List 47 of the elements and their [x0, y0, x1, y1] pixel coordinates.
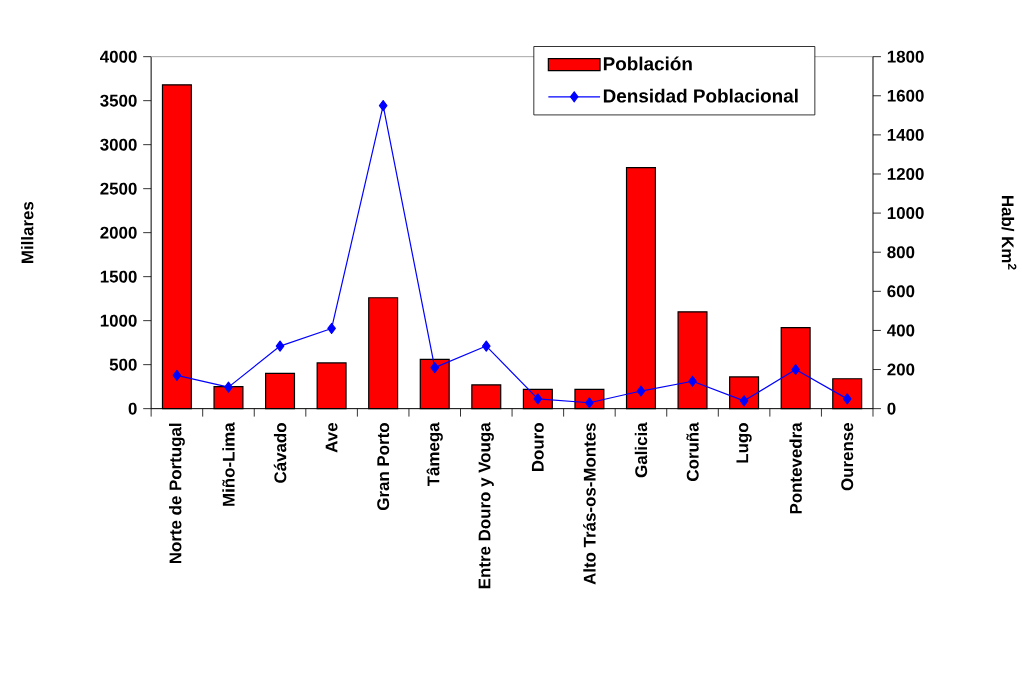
y2-tick-label: 400 — [887, 324, 915, 337]
y-tick-label: 3500 — [100, 94, 137, 107]
y2-tick-label: 1600 — [887, 89, 924, 102]
y-tick-label: 2500 — [100, 182, 137, 195]
y-tick-label: 1500 — [100, 270, 137, 283]
y2-tick-label: 1200 — [887, 167, 924, 180]
x-tick-label: Pontevedra — [789, 422, 802, 514]
y-tick-label: 4000 — [100, 50, 137, 63]
legend-label: Densidad Poblacional — [603, 88, 798, 103]
y-tick-label: 3000 — [100, 138, 137, 151]
x-tick-label: Douro — [531, 423, 544, 471]
point — [739, 395, 749, 407]
x-tick-label: Miño-Lima — [222, 422, 235, 506]
x-tick-label: Galicia — [634, 422, 648, 478]
y-tick-label: 0 — [128, 402, 137, 415]
x-tick-label: Cávado — [273, 423, 287, 483]
x-tick-label: Norte de Portugal — [169, 423, 185, 564]
point — [378, 99, 388, 112]
x-tick-label: Entre Douro y Vouga — [478, 422, 494, 589]
x-tick-label: Alto Trás-os-Montes — [583, 423, 596, 585]
y2-axis-title: Hab/ Km$^{2}$ — [1001, 195, 1017, 270]
y2-tick-label: 800 — [887, 246, 915, 259]
y-tick-label: 2000 — [100, 226, 137, 239]
point — [172, 369, 182, 381]
point — [430, 361, 440, 374]
point — [224, 381, 233, 393]
x-tick-label: Lugo — [736, 423, 752, 463]
point — [327, 322, 336, 334]
x-tick-label: Ourense — [841, 422, 854, 491]
x-tick-label: Tâmega — [426, 422, 443, 487]
legend-label: Población — [603, 56, 692, 71]
y-axis-title: Millares — [21, 201, 34, 263]
point — [481, 340, 491, 352]
y2-tick-label: 600 — [887, 285, 915, 298]
y2-tick-label: 1000 — [887, 207, 924, 220]
x-tick-label: Coruña — [686, 422, 699, 481]
y2-tick-label: 200 — [887, 363, 915, 376]
point — [688, 375, 697, 387]
y-tick-label: 1000 — [100, 314, 137, 327]
y2-tick-label: 0 — [887, 402, 896, 415]
x-tick-label: Gran Porto — [377, 423, 390, 510]
y-tick-label: 500 — [109, 358, 137, 371]
point — [275, 340, 285, 352]
point — [636, 385, 646, 397]
x-tick-label: Ave — [325, 422, 338, 453]
y2-tick-label: 1800 — [887, 50, 924, 63]
y2-tick-label: 1400 — [887, 128, 924, 141]
